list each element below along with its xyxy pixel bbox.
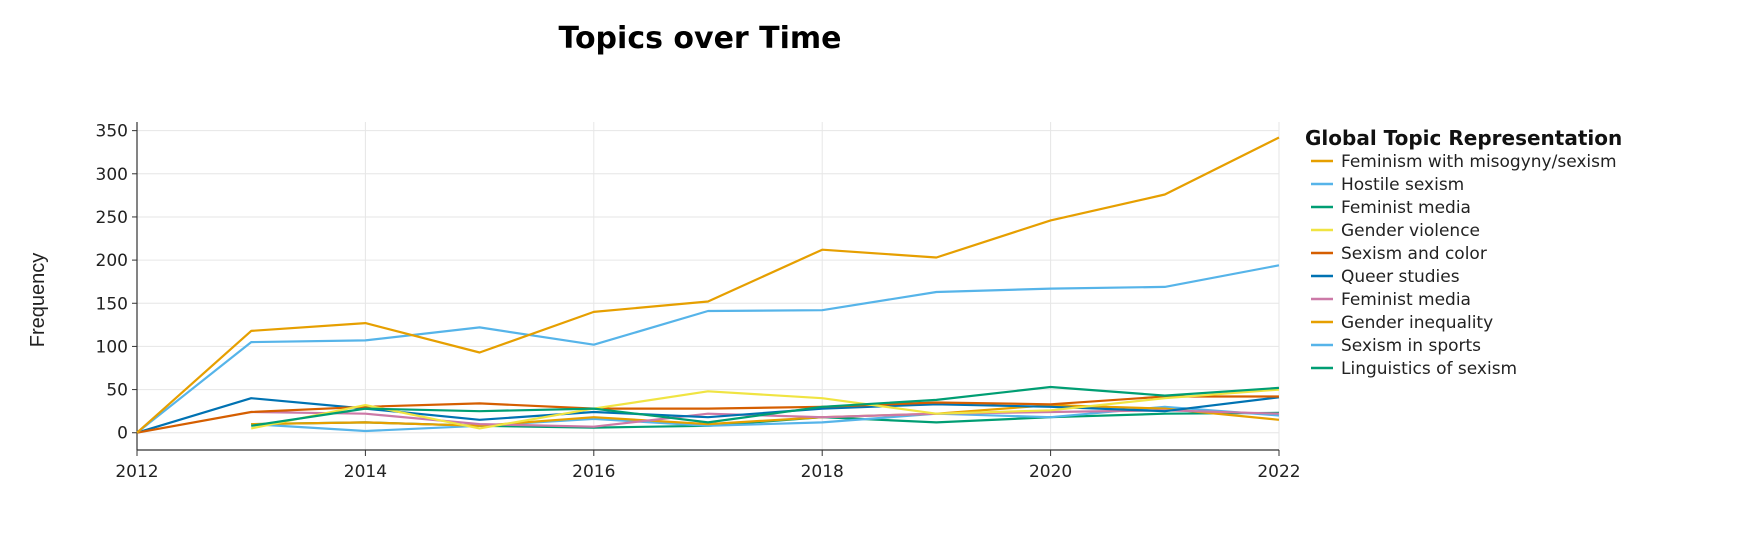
y-tick-label: 100 [96, 337, 128, 357]
legend-entry-sexism-in-sports: Sexism in sports [1341, 336, 1481, 356]
legend-entry-feminist-media: Feminist media [1341, 290, 1471, 310]
y-tick-label: 50 [106, 381, 128, 401]
x-axis-ticks: 2012 2014 2016 2018 2020 2022 [115, 450, 1301, 482]
legend: Global Topic Representation Feminism wit… [1305, 126, 1622, 379]
legend-title: Global Topic Representation [1305, 126, 1622, 150]
series-line-gender-inequality [251, 404, 1280, 427]
chart-title: Topics over Time [558, 21, 841, 56]
series-line-queer-studies [136, 396, 1280, 434]
y-tick-label: 150 [96, 294, 128, 314]
y-tick-label: 0 [117, 424, 128, 444]
x-tick-label: 2014 [344, 462, 387, 482]
legend-entry-feminism-with-misogyny-sexism: Feminism with misogyny/sexism [1341, 152, 1617, 172]
series-line-gender-violence [250, 388, 1280, 430]
series-lines [136, 136, 1280, 434]
y-tick-label: 250 [96, 208, 128, 228]
legend-entry-gender-inequality: Gender inequality [1341, 313, 1493, 333]
series-line-hostile-sexism [136, 264, 1280, 434]
axes [136, 122, 1279, 451]
legend-entry-sexism-and-color: Sexism and color [1341, 244, 1487, 264]
legend-items: Feminism with misogyny/sexism Hostile sex… [1311, 152, 1617, 379]
series-line-sexism-and-color [136, 395, 1279, 434]
y-axis-label: Frequency [27, 253, 49, 348]
x-tick-label: 2022 [1257, 462, 1300, 482]
y-axis-ticks: 0 50 100 150 200 250 300 350 [96, 122, 137, 444]
y-tick-label: 350 [96, 122, 128, 142]
legend-entry-hostile-sexism: Hostile sexism [1341, 175, 1464, 195]
y-tick-label: 200 [96, 251, 128, 271]
series-line-feminism-with-misogyny-sexism [136, 136, 1280, 434]
x-tick-label: 2018 [801, 462, 844, 482]
grid-lines [136, 122, 1280, 450]
x-tick-label: 2012 [115, 462, 158, 482]
x-tick-label: 2016 [572, 462, 615, 482]
legend-entry-linguistics-of-sexism: Linguistics of sexism [1341, 359, 1517, 379]
legend-entry-feminist-media: Feminist media [1341, 198, 1471, 218]
x-tick-label: 2020 [1029, 462, 1072, 482]
legend-entry-queer-studies: Queer studies [1341, 267, 1460, 287]
legend-entry-gender-violence: Gender violence [1341, 221, 1480, 241]
y-tick-label: 300 [96, 165, 128, 185]
series-line-feminist-media [251, 385, 1280, 427]
